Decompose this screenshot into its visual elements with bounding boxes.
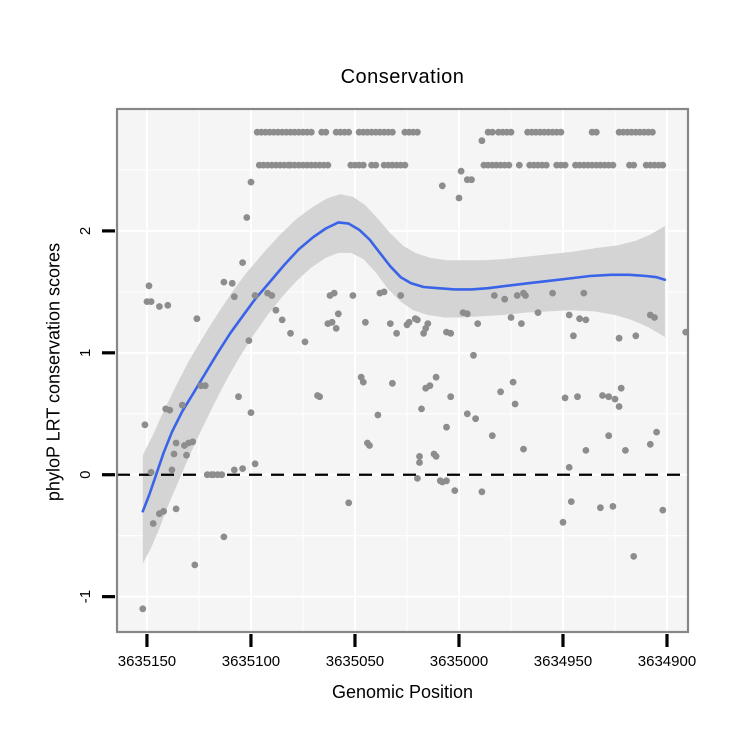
x-axis-title: Genomic Position	[331, 682, 474, 702]
confidence-ribbon	[142, 194, 665, 564]
y-tick-label: 2	[77, 227, 94, 235]
y-tick-label: 1	[77, 349, 94, 357]
scatter-points	[139, 128, 690, 613]
y-tick-label: 0	[77, 471, 94, 479]
x-tick-label: 3635050	[326, 653, 384, 670]
x-tick-label: 3635150	[118, 653, 176, 670]
x-tick-label: 3634900	[638, 653, 696, 670]
panel-border	[115, 107, 690, 634]
tick-labels: 3635150 3635100 3635050 3635000 3634950 36349…	[77, 227, 696, 670]
axis-ticks	[102, 229, 669, 647]
x-tick-label: 3635100	[222, 653, 280, 670]
x-tick-label: 3634950	[534, 653, 592, 670]
y-tick-label: -1	[77, 590, 94, 603]
gridlines-minor	[117, 109, 688, 632]
x-tick-label: 3635000	[430, 653, 488, 670]
y-axis-title: phyloP LRT conservation scores	[43, 242, 64, 502]
chart-title: Conservation	[340, 66, 465, 88]
